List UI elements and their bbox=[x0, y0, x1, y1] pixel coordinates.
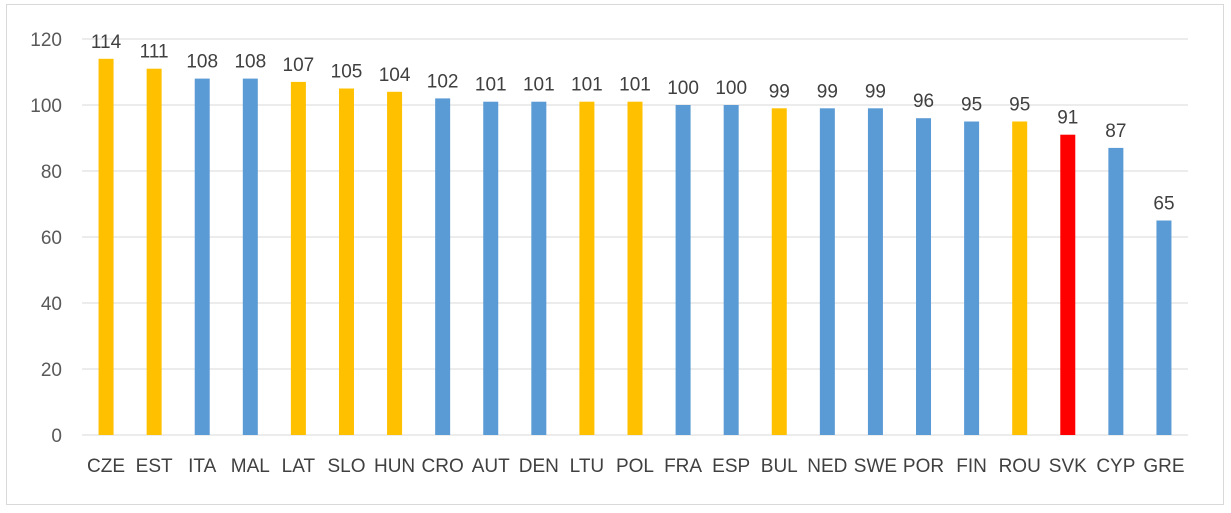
bar-hun bbox=[387, 91, 403, 436]
data-label-swe: 99 bbox=[865, 81, 886, 102]
bar-cyp bbox=[1108, 147, 1124, 435]
bar-gre bbox=[1156, 220, 1172, 435]
data-label-est: 111 bbox=[140, 42, 169, 63]
category-label-ita: ITA bbox=[188, 456, 216, 477]
data-label-slo: 105 bbox=[331, 62, 363, 83]
category-label-ltu: LTU bbox=[570, 456, 604, 477]
bar-por bbox=[916, 118, 932, 435]
category-label-fra: FRA bbox=[664, 456, 702, 477]
data-label-gre: 65 bbox=[1153, 194, 1174, 215]
category-label-slo: SLO bbox=[327, 456, 365, 477]
bar-bul bbox=[771, 108, 787, 436]
data-labels: 114 111 108 108 107 105 104 102 101 101 101 101 100 1… bbox=[91, 32, 1175, 215]
bar-svk bbox=[1060, 134, 1076, 435]
bar-fin bbox=[964, 121, 980, 435]
category-label-swe: SWE bbox=[854, 456, 897, 477]
category-label-svk: SVK bbox=[1049, 456, 1087, 477]
category-label-aut: AUT bbox=[472, 456, 510, 477]
category-label-fin: FIN bbox=[956, 456, 987, 477]
y-axis-ticks: 0 20 40 60 80 100 120 bbox=[30, 30, 62, 447]
y-tick-label-120: 120 bbox=[30, 30, 62, 51]
category-label-gre: GRE bbox=[1143, 456, 1184, 477]
data-label-esp: 100 bbox=[715, 78, 747, 99]
category-label-den: DEN bbox=[519, 456, 559, 477]
y-tick-label-100: 100 bbox=[30, 96, 62, 117]
data-label-den: 101 bbox=[523, 75, 555, 96]
data-label-ltu: 101 bbox=[571, 75, 603, 96]
data-label-rou: 95 bbox=[1009, 95, 1030, 116]
data-label-fra: 100 bbox=[667, 78, 699, 99]
bar-esp bbox=[723, 105, 739, 435]
category-label-bul: BUL bbox=[761, 456, 798, 477]
category-label-est: EST bbox=[136, 456, 173, 477]
y-tick-label-0: 0 bbox=[51, 426, 62, 447]
category-label-cro: CRO bbox=[422, 456, 464, 477]
data-label-lat: 107 bbox=[283, 55, 315, 76]
data-label-cze: 114 bbox=[91, 32, 122, 53]
data-label-pol: 101 bbox=[619, 75, 651, 96]
y-tick-label-20: 20 bbox=[41, 360, 62, 381]
bar-ltu bbox=[579, 101, 595, 435]
bar-ned bbox=[819, 108, 835, 436]
data-label-ned: 99 bbox=[817, 81, 838, 102]
data-label-aut: 101 bbox=[475, 75, 507, 96]
data-label-fin: 95 bbox=[961, 95, 982, 116]
data-label-hun: 104 bbox=[379, 65, 411, 86]
y-tick-label-40: 40 bbox=[41, 294, 62, 315]
bar-swe bbox=[867, 108, 883, 436]
category-label-lat: LAT bbox=[282, 456, 316, 477]
y-tick-label-80: 80 bbox=[41, 162, 62, 183]
data-label-cyp: 87 bbox=[1105, 121, 1126, 142]
x-axis-categories: CZE EST ITA MAL LAT SLO HUN CRO AUT DEN LTU POL FRA E… bbox=[87, 456, 1185, 477]
bar-pol bbox=[627, 101, 643, 435]
y-tick-label-60: 60 bbox=[41, 228, 62, 249]
bar-cro bbox=[435, 98, 451, 436]
bar-den bbox=[531, 101, 547, 435]
category-label-esp: ESP bbox=[712, 456, 750, 477]
bars bbox=[98, 58, 1172, 436]
bar-rou bbox=[1012, 121, 1028, 435]
bar-cze bbox=[98, 58, 114, 436]
category-label-rou: ROU bbox=[999, 456, 1041, 477]
data-label-bul: 99 bbox=[769, 81, 790, 102]
bar-mal bbox=[242, 78, 258, 435]
bar-fra bbox=[675, 105, 691, 435]
category-label-ned: NED bbox=[807, 456, 847, 477]
category-label-mal: MAL bbox=[231, 456, 270, 477]
bar-ita bbox=[194, 78, 210, 435]
data-label-ita: 108 bbox=[186, 52, 218, 73]
data-label-svk: 91 bbox=[1057, 108, 1078, 129]
bar-lat bbox=[290, 81, 306, 436]
bar-slo bbox=[338, 88, 354, 435]
bar-est bbox=[146, 68, 162, 435]
category-label-por: POR bbox=[903, 456, 944, 477]
data-label-por: 96 bbox=[913, 91, 934, 112]
data-label-mal: 108 bbox=[234, 52, 266, 73]
category-label-cze: CZE bbox=[87, 456, 125, 477]
bar-aut bbox=[483, 101, 499, 435]
data-label-cro: 102 bbox=[427, 71, 459, 92]
category-label-pol: POL bbox=[616, 456, 654, 477]
category-label-cyp: CYP bbox=[1096, 456, 1135, 477]
category-label-hun: HUN bbox=[374, 456, 415, 477]
